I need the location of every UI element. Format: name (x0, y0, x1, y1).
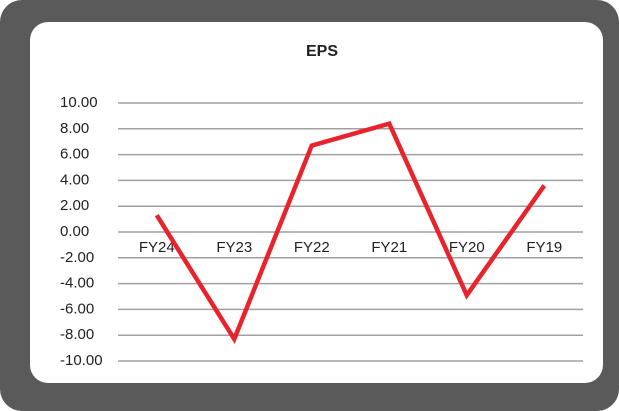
y-tick-label: 4.00 (60, 171, 89, 188)
x-tick-label: FY20 (449, 239, 485, 256)
panel (30, 22, 603, 383)
x-tick-label: FY21 (371, 239, 407, 256)
chart-title: EPS (306, 43, 338, 60)
y-tick-label: 10.00 (60, 94, 98, 111)
y-tick-label: -6.00 (60, 300, 94, 317)
y-tick-label: 8.00 (60, 120, 89, 137)
line (154, 120, 547, 345)
y-tick-label: 6.00 (60, 146, 89, 163)
y-tick-label: -10.00 (60, 352, 103, 369)
y-tick-label: -4.00 (60, 275, 94, 292)
y-tick-label: -2.00 (60, 249, 94, 266)
x-tick-label: FY19 (526, 239, 562, 256)
x-tick-label: FY23 (216, 239, 252, 256)
x-tick-label: FY24 (139, 239, 175, 256)
y-tick-label: -8.00 (60, 326, 94, 343)
x-tick-label: FY22 (294, 239, 330, 256)
y-tick-label: 2.00 (60, 197, 89, 214)
y-tick-label: 0.00 (60, 223, 89, 240)
